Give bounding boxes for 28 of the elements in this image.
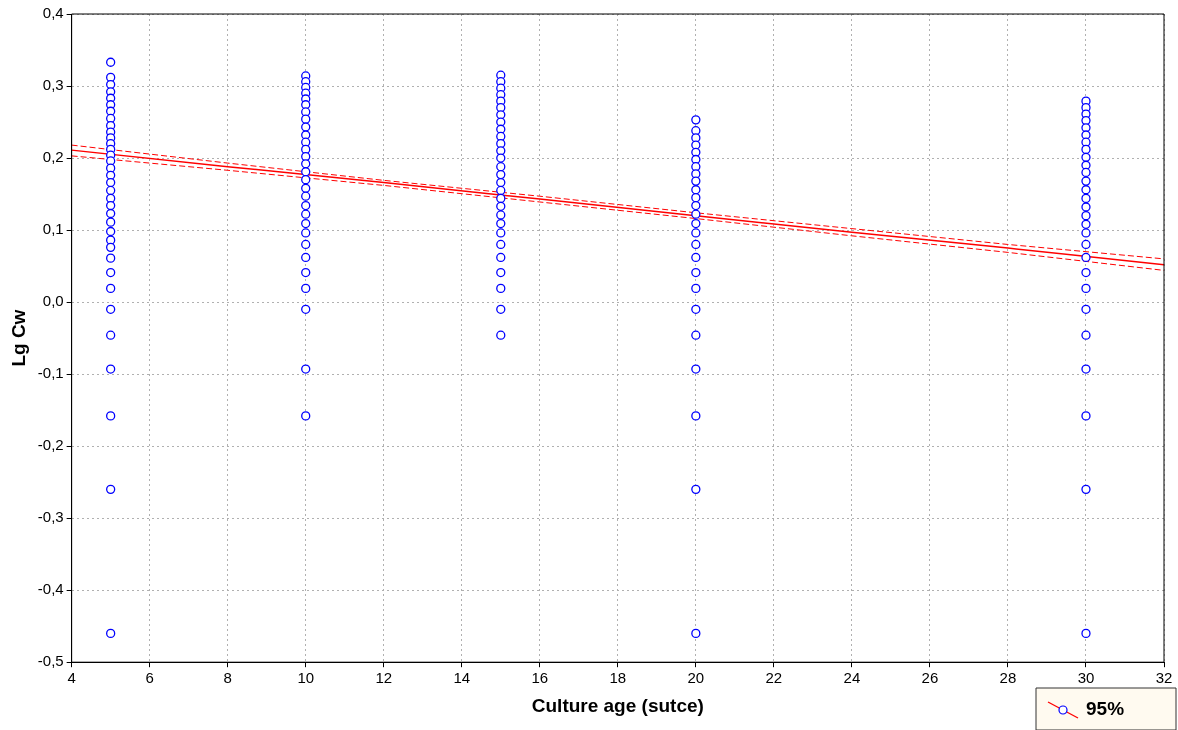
x-tick-label: 12 [375,669,393,687]
x-tick-label: 22 [765,669,783,687]
x-tick-label: 6 [145,669,154,687]
x-tick-label: 4 [67,669,76,687]
legend-label: 95% [1086,698,1125,720]
x-axis-title: Culture age (sutce) [531,694,704,716]
x-tick-label: 30 [1077,669,1095,687]
x-tick-label: 28 [999,669,1017,687]
y-tick-label: -0,1 [37,364,64,382]
x-tick-label: 14 [453,669,471,687]
y-tick-label: 0,2 [42,148,64,166]
x-tick-label: 20 [687,669,705,687]
x-tick-label: 26 [921,669,939,687]
y-tick-label: 0,3 [42,76,64,94]
x-tick-label: 10 [297,669,315,687]
x-tick-label: 16 [531,669,549,687]
y-axis-title: Lg Cw [7,309,29,367]
y-tick-label: 0,4 [42,4,64,22]
x-tick-label: 8 [223,669,232,687]
y-tick-label: -0,5 [37,652,64,670]
y-tick-label: -0,4 [37,580,64,598]
x-tick-label: 18 [609,669,627,687]
y-tick-label: 0,1 [42,220,64,238]
y-tick-label: -0,2 [37,436,64,454]
x-tick-label: 24 [843,669,861,687]
y-tick-label: -0,3 [37,508,64,526]
y-tick-label: 0,0 [42,292,64,310]
x-tick-label: 32 [1155,669,1173,687]
